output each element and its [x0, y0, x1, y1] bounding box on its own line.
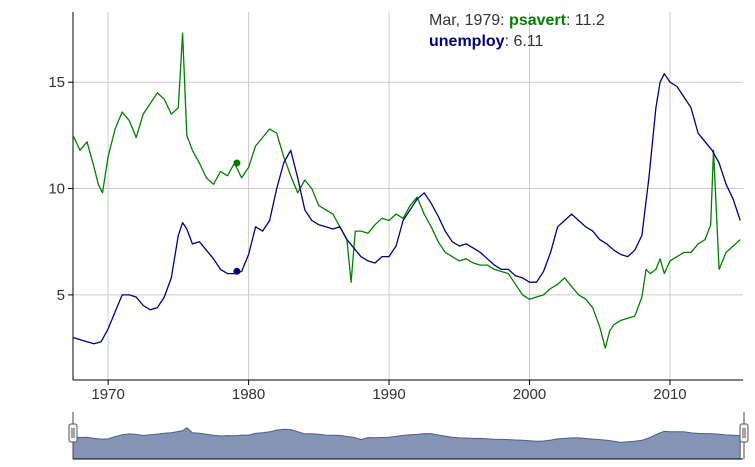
x-tick-label: 2010: [653, 386, 686, 403]
range-handle-left[interactable]: [68, 423, 78, 443]
y-tick-label: 5: [57, 287, 65, 304]
x-tick-label: 1990: [372, 386, 405, 403]
series-line-unemploy: [72, 73, 741, 345]
legend-unemploy-value: 6.11: [513, 33, 544, 50]
highlight-point-psavert: [233, 159, 241, 167]
legend-date: Mar, 1979: [429, 12, 501, 29]
legend-psavert-value: 11.2: [574, 12, 605, 29]
legend-unemploy-row: unemploy: 6.11: [429, 33, 544, 50]
y-tick-label: 10: [48, 181, 65, 198]
legend: Mar, 1979: psavert: 11.2 unemploy: 6.11: [429, 10, 605, 52]
x-tick-label: 2000: [513, 386, 546, 403]
range-handle-right[interactable]: [739, 423, 749, 443]
legend-date-row: Mar, 1979: psavert: 11.2: [429, 12, 605, 29]
highlight-point-unemploy: [233, 267, 241, 275]
y-tick-label: 15: [48, 74, 65, 91]
x-tick-label: 1980: [232, 386, 265, 403]
legend-psavert-name: psavert: [509, 12, 566, 29]
series-line-psavert: [72, 32, 741, 349]
legend-unemploy-name: unemploy: [429, 33, 505, 50]
x-tick-label: 1970: [91, 386, 124, 403]
range-selector-overview: [72, 427, 741, 460]
